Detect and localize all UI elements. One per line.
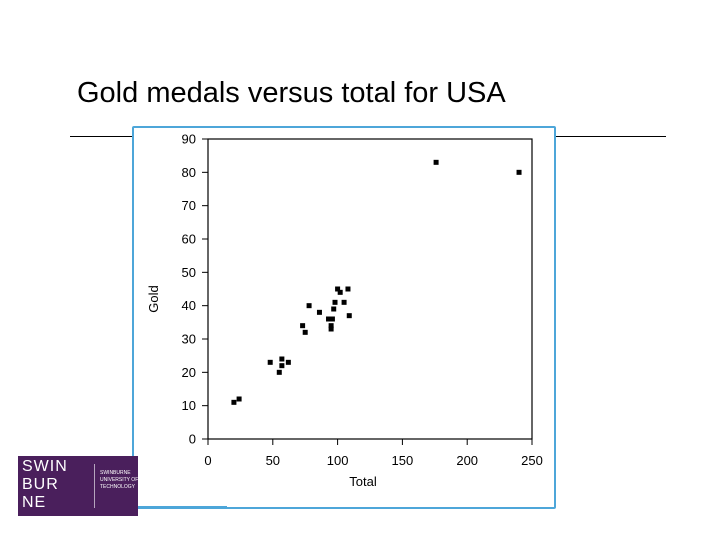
y-tick-label: 50 — [182, 265, 196, 280]
data-point — [285, 359, 291, 365]
x-tick-label: 200 — [456, 453, 478, 468]
data-point — [276, 369, 282, 375]
data-point — [306, 303, 312, 309]
logo-sub-line: SWINBURNE — [100, 470, 131, 476]
logo-divider — [94, 464, 95, 508]
data-point — [316, 309, 322, 315]
data-point — [279, 356, 285, 362]
x-tick-label: 50 — [266, 453, 280, 468]
frame-accent-bar — [133, 506, 227, 509]
x-tick-label: 150 — [392, 453, 414, 468]
university-logo: SWIN BUR NE SWINBURNE UNIVERSITY OF TECH… — [18, 456, 138, 516]
logo-wordmark: SWIN BUR NE — [22, 458, 84, 514]
y-tick-label: 10 — [182, 398, 196, 413]
y-tick-label: 90 — [182, 132, 196, 147]
y-tick-label: 70 — [182, 198, 196, 213]
chart-frame: 0 10 20 30 40 50 60 70 80 90 0 50 100 150 200 250 Total G… — [132, 126, 556, 509]
logo-subtitle: SWINBURNE UNIVERSITY OF TECHNOLOGY — [100, 470, 140, 491]
data-point — [231, 399, 237, 405]
data-point — [335, 286, 341, 292]
y-tick-label: 40 — [182, 298, 196, 313]
x-axis-label: Total — [349, 474, 377, 489]
x-tick-label: 100 — [327, 453, 349, 468]
logo-sub-line: TECHNOLOGY — [100, 484, 136, 490]
data-point — [329, 316, 335, 322]
data-point — [337, 289, 343, 295]
y-tick-label: 0 — [189, 432, 196, 447]
data-point — [302, 329, 308, 335]
plot-area-border — [207, 138, 533, 440]
scatter-chart: 0 10 20 30 40 50 60 70 80 90 0 50 100 150 200 250 Total G… — [146, 132, 543, 490]
x-tick-label: 250 — [521, 453, 543, 468]
logo-sub-line: UNIVERSITY OF — [100, 477, 139, 483]
data-point — [516, 169, 522, 175]
logo-word-line: BUR — [22, 476, 59, 493]
data-point — [433, 159, 439, 165]
data-point — [300, 323, 306, 329]
y-axis-label: Gold — [146, 285, 161, 312]
data-point — [328, 326, 334, 332]
data-point — [236, 396, 242, 402]
y-tick-label: 60 — [182, 232, 196, 247]
data-point — [346, 313, 352, 319]
data-point — [326, 316, 332, 322]
logo-word-line: SWIN — [22, 458, 68, 475]
logo-word-line: NE — [22, 494, 47, 511]
data-point — [331, 306, 337, 312]
data-point — [332, 299, 338, 305]
data-point — [345, 286, 351, 292]
data-point — [279, 363, 285, 369]
y-tick-label: 20 — [182, 365, 196, 380]
data-point — [328, 323, 334, 329]
x-tick-label: 0 — [204, 453, 211, 468]
data-point — [267, 359, 273, 365]
data-point — [341, 299, 347, 305]
y-tick-label: 30 — [182, 332, 196, 347]
slide-title: Gold medals versus total for USA — [77, 77, 506, 109]
y-tick-label: 80 — [182, 165, 196, 180]
